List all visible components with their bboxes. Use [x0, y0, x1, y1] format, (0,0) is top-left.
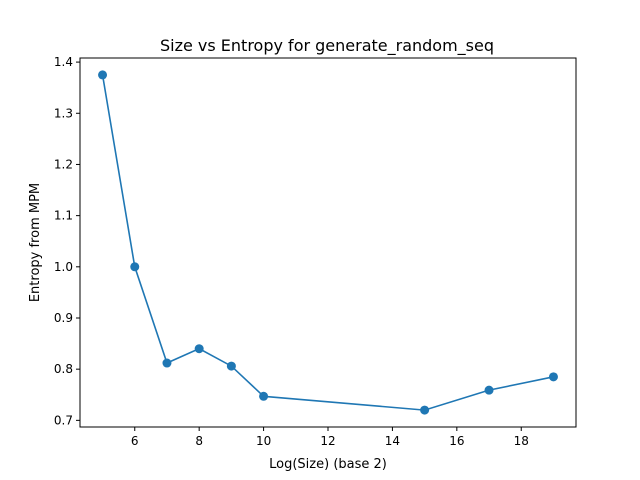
- x-axis-ticks: 6 8 10 12 14 16 18: [131, 427, 529, 448]
- x-tick-label: 6: [131, 434, 139, 448]
- plot-area: [79, 57, 577, 428]
- chart-title: Size vs Entropy for generate_random_seq: [160, 36, 494, 56]
- y-axis-ticks: 0.7 0.8 0.9 1.0 1.1 1.2 1.3 1.4: [54, 55, 80, 427]
- data-point: [259, 391, 269, 401]
- x-tick-label: 16: [449, 434, 464, 448]
- data-point: [194, 344, 204, 354]
- data-point: [98, 70, 108, 80]
- y-tick-label: 1.0: [54, 260, 73, 274]
- y-tick-label: 1.1: [54, 209, 73, 223]
- series-group: [98, 70, 558, 415]
- x-tick-label: 8: [195, 434, 203, 448]
- y-tick-label: 0.9: [54, 311, 73, 325]
- y-tick-label: 1.3: [54, 106, 73, 120]
- y-tick-label: 1.4: [54, 55, 73, 69]
- x-tick-label: 10: [256, 434, 271, 448]
- y-tick-label: 0.8: [54, 362, 73, 376]
- data-point: [162, 358, 172, 368]
- y-axis-label: Entropy from MPM: [28, 183, 43, 302]
- x-axis-label: Log(Size) (base 2): [269, 457, 387, 472]
- data-point: [548, 372, 558, 382]
- data-point: [484, 385, 494, 395]
- data-point: [420, 405, 430, 415]
- data-point: [130, 262, 140, 272]
- x-tick-label: 14: [385, 434, 400, 448]
- data-point: [226, 361, 236, 371]
- x-tick-label: 18: [514, 434, 529, 448]
- y-tick-label: 0.7: [54, 413, 73, 427]
- x-tick-label: 12: [320, 434, 335, 448]
- y-tick-label: 1.2: [54, 157, 73, 171]
- series-line: [101, 74, 554, 411]
